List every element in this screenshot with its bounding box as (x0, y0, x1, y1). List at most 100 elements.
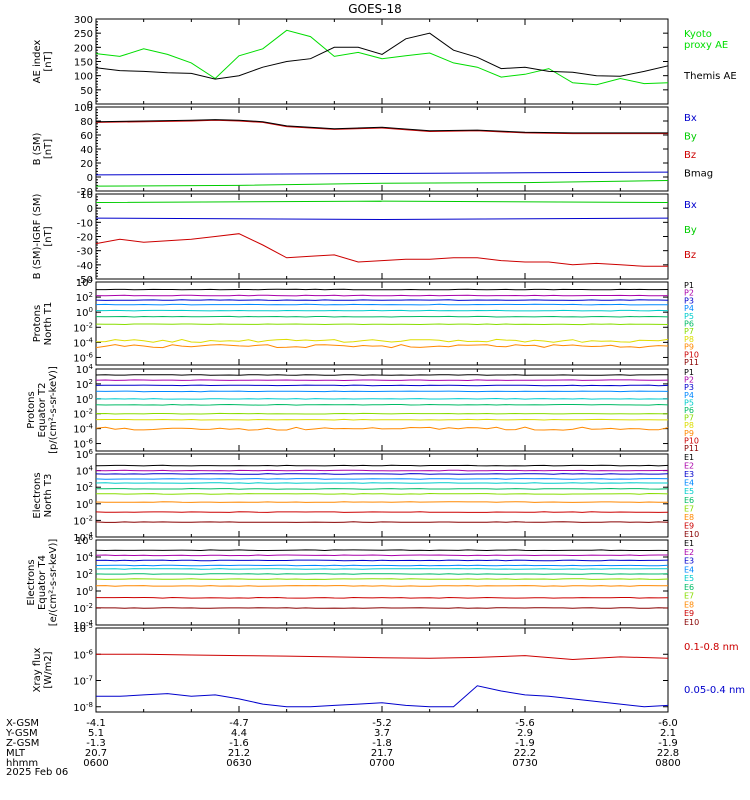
y-tick-label: 200 (74, 43, 93, 54)
legend-E3: E3 (684, 470, 694, 479)
y-axis-label-line: B (SM) (32, 132, 43, 165)
ephemeris-value: 0600 (83, 758, 108, 769)
series-line-P9 (95, 344, 669, 349)
series-line-E2 (95, 554, 668, 557)
legend-P9: P9 (684, 429, 694, 438)
legend-line: P3 (684, 296, 694, 305)
legend-P10: P10 (684, 350, 699, 359)
legend-P7: P7 (684, 327, 694, 336)
legend-line: Kyoto (684, 29, 712, 40)
series-line-Bx (95, 171, 669, 176)
y-tick-label: 0 (87, 204, 93, 215)
ephemeris-row-label: X-GSM (6, 718, 39, 729)
legend-line: P11 (684, 358, 699, 367)
ephemeris-value: 22.8 (657, 748, 679, 759)
legend-Kyoto proxy AE: Kyoto proxy AE (684, 29, 728, 51)
series-line-P1 (95, 374, 668, 376)
y-axis-label-line: Electrons (26, 559, 37, 605)
y-tick-label: 104 (76, 363, 94, 376)
legend-line: P5 (684, 312, 694, 321)
series-line-P2 (95, 379, 669, 382)
y-tick-label: 10-6 (73, 648, 93, 661)
ephemeris-value: -4.7 (229, 718, 249, 729)
legend-P5: P5 (684, 312, 694, 321)
legend-E2: E2 (684, 462, 694, 471)
y-tick-label: 20 (80, 159, 93, 170)
legend-line: P9 (684, 429, 694, 438)
y-tick-label: 10-5 (73, 622, 93, 635)
legend-line: P2 (684, 376, 694, 385)
y-axis-label-line: Protons (26, 391, 37, 428)
series-line-E3 (95, 473, 669, 475)
series-line-By (95, 200, 669, 203)
y-axis-label-line: Protons (32, 305, 43, 342)
ephemeris-value: 2.9 (517, 728, 533, 739)
y-tick-label: 10 (80, 190, 93, 201)
series-line-P4 (95, 390, 669, 393)
series-line-P4 (95, 303, 669, 306)
legend-P2: P2 (684, 376, 694, 385)
legend-E1: E1 (684, 539, 694, 548)
ephemeris-value: -1.9 (658, 738, 678, 749)
series-line-Kyoto proxy AE (95, 29, 669, 86)
legend-line: P7 (684, 414, 694, 423)
y-tick-label: -20 (77, 233, 93, 244)
legend-line: P10 (684, 350, 699, 359)
legend-line: P6 (684, 320, 694, 329)
legend-P4: P4 (684, 304, 694, 313)
series-line-E6 (95, 573, 669, 575)
legend-line: E8 (684, 513, 694, 522)
series-line-E10 (95, 521, 669, 523)
legend-line: E6 (684, 583, 694, 592)
ephemeris-row-label: Y-GSM (5, 728, 38, 739)
series-line-By (95, 180, 669, 187)
legend-E5: E5 (684, 574, 694, 583)
ephemeris-value: -4.1 (86, 718, 106, 729)
legend-P6: P6 (684, 406, 694, 415)
series-line-E3 (95, 559, 669, 562)
legend-E10: E10 (684, 618, 699, 627)
legend-line: Bmag (684, 169, 713, 180)
y-axis-label-line: [e/(cm²-s-sr-keV)] (48, 539, 59, 627)
y-axis-label: ProtonsEquator T2[p/(cm²-s-sr-keV)] (26, 366, 59, 454)
series-line-E4 (95, 478, 669, 480)
ephemeris-row-label: Z-GSM (6, 738, 39, 749)
y-axis-label-line: [nT] (43, 226, 54, 246)
y-axis-label-line: Xray flux (32, 648, 43, 693)
legend-E6: E6 (684, 496, 694, 505)
legend-line: E4 (684, 479, 694, 488)
series-line-0.05-0.4 nm (96, 685, 669, 708)
y-tick-label: 80 (80, 117, 93, 128)
y-axis-label-line: AE index (32, 40, 43, 84)
ephemeris-table: X-GSM -4.1 -4.7 -5.2 -5.6 -6.0 Y-GSM 5.1 4.4 3.7 2… (5, 718, 681, 769)
legend-line: P7 (684, 327, 694, 336)
y-tick-label: 100 (76, 498, 93, 511)
y-axis-label: Xray flux[W/m2] (32, 648, 54, 693)
ephemeris-value: 3.7 (374, 728, 390, 739)
series-line-Bmag (95, 119, 668, 134)
legend-Themis AE: Themis AE (683, 71, 737, 82)
y-axis-label: ElectronsNorth T3 (32, 472, 54, 518)
legend-Bmag: Bmag (684, 169, 713, 180)
legend-By: By (684, 225, 697, 236)
legend-P7: P7 (684, 414, 694, 423)
legend-P2: P2 (684, 289, 694, 298)
legend-line: E8 (684, 600, 694, 609)
ephemeris-value: -1.3 (86, 738, 106, 749)
legend-line: 0.05-0.4 nm (684, 685, 745, 696)
series-line-Bz (95, 233, 668, 267)
y-tick-label: 100 (76, 306, 93, 319)
y-tick-label: 100 (76, 585, 93, 598)
panel-1: 0 50 100 150 200 250 300 AE index[nT] Kyoto proxy… (32, 15, 737, 111)
series-line-E6 (95, 487, 669, 490)
legend-line: P11 (684, 444, 699, 453)
legend-line: E3 (684, 557, 694, 566)
legend-line: Bz (684, 150, 696, 161)
legend-E9: E9 (684, 521, 694, 530)
legend-line: proxy AE (684, 40, 728, 51)
legend-E7: E7 (684, 592, 694, 601)
series-line-E1 (95, 549, 669, 552)
